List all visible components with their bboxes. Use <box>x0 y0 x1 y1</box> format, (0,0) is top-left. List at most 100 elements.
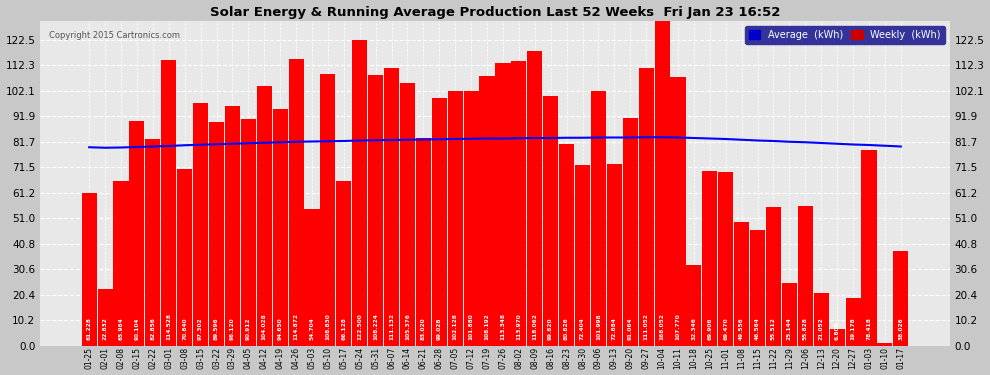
Bar <box>798 206 813 346</box>
Bar <box>321 74 336 346</box>
Bar <box>241 119 255 346</box>
Bar <box>702 171 718 346</box>
Text: 101.998: 101.998 <box>596 313 601 339</box>
Text: 90.912: 90.912 <box>246 317 250 339</box>
Bar <box>782 283 797 346</box>
Bar <box>193 103 208 346</box>
Bar <box>639 68 653 346</box>
Text: 38.026: 38.026 <box>898 317 903 339</box>
Bar <box>591 91 606 346</box>
Text: 22.832: 22.832 <box>103 316 108 339</box>
Bar <box>607 164 622 346</box>
Bar <box>288 59 304 346</box>
Bar <box>416 138 431 346</box>
Text: 90.104: 90.104 <box>135 317 140 339</box>
Text: 69.470: 69.470 <box>724 317 729 339</box>
Bar <box>830 329 844 346</box>
Bar <box>209 122 224 346</box>
Text: 72.884: 72.884 <box>612 316 617 339</box>
Text: 96.120: 96.120 <box>230 317 235 339</box>
Bar <box>511 61 527 346</box>
Text: 104.028: 104.028 <box>261 313 266 339</box>
Text: 82.856: 82.856 <box>150 316 155 339</box>
Bar <box>400 82 415 346</box>
Bar <box>256 86 272 346</box>
Text: 54.704: 54.704 <box>310 317 315 339</box>
Bar <box>766 207 781 346</box>
Text: 49.556: 49.556 <box>740 317 744 339</box>
Bar <box>718 172 734 346</box>
Bar <box>161 60 176 346</box>
Text: 61.228: 61.228 <box>87 316 92 339</box>
Bar <box>845 298 860 346</box>
Text: 168.052: 168.052 <box>659 313 664 339</box>
Text: 99.820: 99.820 <box>548 317 553 339</box>
Text: 113.970: 113.970 <box>517 313 522 339</box>
Bar <box>814 293 829 346</box>
Bar <box>861 150 876 346</box>
Bar <box>384 68 399 346</box>
Text: 65.964: 65.964 <box>119 317 124 339</box>
Text: 111.052: 111.052 <box>644 313 648 339</box>
Text: 113.348: 113.348 <box>501 312 506 339</box>
Text: 32.346: 32.346 <box>691 316 696 339</box>
Bar <box>528 51 543 346</box>
Text: 70.840: 70.840 <box>182 317 187 339</box>
Bar <box>225 106 240 346</box>
Bar <box>114 181 129 346</box>
Bar <box>735 222 749 346</box>
Text: 55.828: 55.828 <box>803 316 808 339</box>
Text: 80.826: 80.826 <box>564 317 569 339</box>
Bar <box>893 251 909 346</box>
Bar <box>544 96 558 346</box>
Text: 78.418: 78.418 <box>866 316 871 339</box>
Text: 114.528: 114.528 <box>166 312 171 339</box>
Bar <box>337 181 351 346</box>
Bar <box>654 0 669 346</box>
Title: Solar Energy & Running Average Production Last 52 Weeks  Fri Jan 23 16:52: Solar Energy & Running Average Productio… <box>210 6 780 18</box>
Bar <box>177 169 192 346</box>
Bar <box>479 76 495 346</box>
Bar <box>81 193 97 346</box>
Bar <box>559 144 574 346</box>
Text: 102.128: 102.128 <box>452 313 457 339</box>
Text: 25.144: 25.144 <box>787 316 792 339</box>
Text: 72.404: 72.404 <box>580 317 585 339</box>
Text: 21.052: 21.052 <box>819 317 824 339</box>
Text: 6.808: 6.808 <box>835 321 840 339</box>
Text: 94.650: 94.650 <box>277 317 283 339</box>
Bar <box>432 99 446 346</box>
Text: 46.564: 46.564 <box>755 316 760 339</box>
Bar <box>130 121 145 346</box>
Text: 66.128: 66.128 <box>342 316 346 339</box>
Text: 91.064: 91.064 <box>628 317 633 339</box>
Bar <box>463 92 479 346</box>
Text: 108.224: 108.224 <box>373 313 378 339</box>
Bar <box>368 75 383 346</box>
Bar <box>495 63 511 346</box>
Bar <box>750 230 765 346</box>
Legend: Average  (kWh), Weekly  (kWh): Average (kWh), Weekly (kWh) <box>744 26 944 44</box>
Bar <box>877 343 892 346</box>
Bar <box>305 209 320 346</box>
Text: 111.132: 111.132 <box>389 312 394 339</box>
Text: 107.770: 107.770 <box>675 313 680 339</box>
Text: 83.020: 83.020 <box>421 317 426 339</box>
Bar <box>575 165 590 346</box>
Bar <box>670 76 685 346</box>
Text: 69.906: 69.906 <box>707 317 713 339</box>
Text: 19.178: 19.178 <box>850 317 855 339</box>
Text: 89.596: 89.596 <box>214 317 219 339</box>
Text: 108.192: 108.192 <box>484 313 489 339</box>
Bar <box>272 110 288 346</box>
Bar <box>146 139 160 346</box>
Text: 105.376: 105.376 <box>405 313 410 339</box>
Text: 108.830: 108.830 <box>326 313 331 339</box>
Text: 114.872: 114.872 <box>294 312 299 339</box>
Bar <box>98 289 113 346</box>
Text: 122.500: 122.500 <box>357 313 362 339</box>
Text: 101.880: 101.880 <box>468 313 473 339</box>
Bar <box>623 118 638 346</box>
Bar <box>447 91 462 346</box>
Bar <box>352 40 367 346</box>
